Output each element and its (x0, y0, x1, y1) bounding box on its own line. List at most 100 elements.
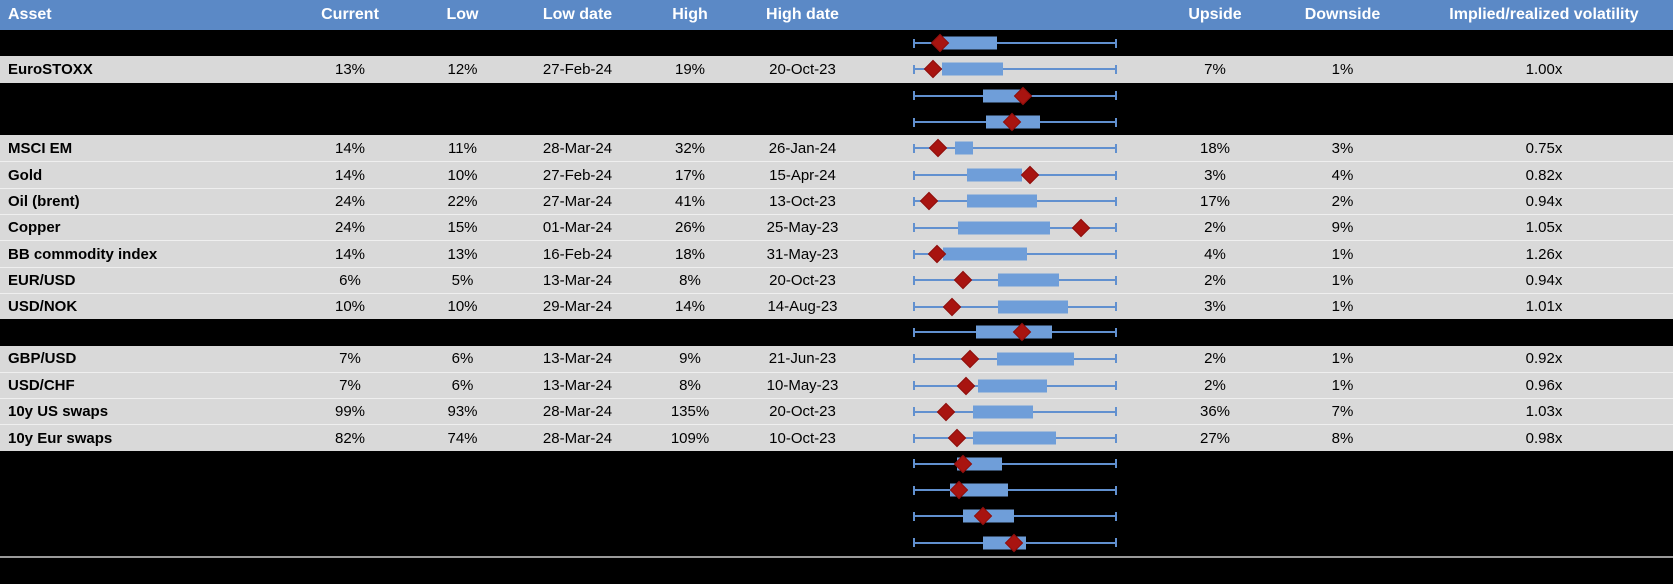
low-date-cell: 28-Mar-24 (542, 403, 613, 421)
implied-cell: 0.98x (1525, 429, 1563, 447)
table-row: USD/CHF 7% 6% 13-Mar-24 8% 10-May-23 2% 1% 0.96x (0, 371, 1673, 399)
downside-cell: 1% (1331, 60, 1354, 78)
high-date-cell: 25-May-23 (766, 219, 839, 237)
interquartile-box (972, 405, 1033, 419)
header-low-date: Low date (542, 6, 613, 23)
current-cell: 82% (334, 429, 366, 447)
upside-cell: 7% (1204, 60, 1226, 78)
asset-cell: USD/CHF (8, 377, 75, 394)
whisker-cap-left (913, 381, 915, 390)
whisker-cap-left (913, 511, 915, 521)
implied-cell: 0.75x (1525, 139, 1563, 157)
whisker-cap-right (1115, 275, 1117, 285)
upside-cell: 3% (1204, 166, 1226, 184)
whisker-cap-right (1115, 511, 1117, 521)
table-row: Oil (brent) 24% 22% 27-Mar-24 41% 13-Oct-23 17… (0, 187, 1673, 215)
high-cell: 8% (679, 271, 701, 289)
low-date-cell: 16-Feb-24 (542, 245, 613, 263)
table-row: BB commodity index 14% 13% 16-Feb-24 18% 31-M… (0, 240, 1673, 267)
upside-cell: 27% (1199, 429, 1231, 447)
upside-cell: 36% (1199, 403, 1231, 421)
table-row-redacted (0, 319, 1673, 346)
downside-cell: 8% (1331, 429, 1354, 447)
implied-cell: 1.01x (1525, 298, 1563, 316)
low-date-cell: 27-Feb-24 (542, 60, 613, 78)
low-date-cell: 28-Mar-24 (542, 139, 613, 157)
table-header-row: Asset Current Low Low date High High dat… (0, 0, 1673, 30)
whisker-cap-left (913, 91, 915, 101)
low-cell: 10% (447, 298, 478, 316)
high-cell: 14% (674, 298, 706, 316)
whisker-cap-left (913, 117, 915, 127)
low-cell: 10% (447, 166, 478, 184)
table-row-redacted (0, 503, 1673, 530)
whisker-line (913, 42, 1117, 45)
current-marker-diamond (960, 349, 980, 368)
downside-cell: 1% (1331, 298, 1354, 316)
high-date-cell: 15-Apr-24 (769, 166, 836, 184)
asset-cell: 10y US swaps (8, 403, 109, 421)
downside-cell: 1% (1331, 350, 1354, 368)
current-marker-diamond (1020, 165, 1040, 185)
interquartile-box (942, 247, 1028, 261)
whisker-cap-right (1115, 381, 1117, 390)
whisker-cap-left (913, 485, 915, 495)
low-cell: 5% (451, 271, 474, 289)
high-date-cell: 14-Aug-23 (767, 298, 838, 316)
table-row-redacted (0, 477, 1673, 504)
interquartile-box (998, 300, 1069, 314)
implied-cell: 0.82x (1525, 166, 1563, 184)
asset-cell: EUR/USD (8, 271, 76, 289)
low-cell: 13% (447, 245, 478, 263)
low-date-cell: 13-Mar-24 (542, 377, 613, 394)
current-cell: 6% (339, 271, 361, 289)
downside-cell: 1% (1331, 245, 1354, 263)
implied-cell: 0.92x (1525, 350, 1563, 368)
high-date-cell: 31-May-23 (766, 245, 839, 263)
whisker-cap-right (1115, 302, 1117, 312)
whisker-cap-right (1115, 64, 1117, 74)
current-cell: 99% (334, 403, 366, 421)
table-row: 10y Eur swaps 82% 74% 28-Mar-24 109% 10-Oct-2… (0, 424, 1673, 451)
low-cell: 22% (447, 192, 478, 210)
upside-cell: 2% (1204, 350, 1226, 368)
current-cell: 24% (334, 219, 366, 237)
high-cell: 19% (674, 60, 706, 78)
whisker-cap-left (913, 433, 915, 443)
whisker-cap-left (913, 64, 915, 74)
interquartile-box (967, 168, 1022, 182)
implied-cell: 1.03x (1525, 403, 1563, 421)
high-cell: 26% (674, 219, 706, 237)
table-row: Gold 14% 10% 27-Feb-24 17% 15-Apr-24 3% 4% 0.82x (0, 161, 1673, 188)
whisker-cap-left (913, 223, 915, 233)
header-high: High (672, 6, 708, 23)
whisker-cap-right (1115, 538, 1117, 548)
table-row: Copper 24% 15% 01-Mar-24 26% 25-May-23 2% 9% 1.0… (0, 214, 1673, 241)
interquartile-box (978, 379, 1047, 392)
current-cell: 14% (334, 166, 366, 184)
interquartile-box (972, 431, 1056, 445)
whisker-cap-right (1115, 433, 1117, 443)
upside-cell: 2% (1204, 219, 1226, 237)
current-cell: 7% (339, 377, 361, 394)
table-row: USD/NOK 10% 10% 29-Mar-24 14% 14-Aug-23 3% 1% 1.… (0, 292, 1673, 320)
high-cell: 8% (679, 377, 701, 394)
high-date-cell: 26-Jan-24 (768, 139, 837, 157)
interquartile-box (998, 273, 1060, 287)
current-cell: 13% (334, 60, 366, 78)
footer-divider-line (0, 556, 1673, 558)
high-date-cell: 13-Oct-23 (769, 192, 836, 210)
low-date-cell: 01-Mar-24 (542, 219, 613, 237)
whisker-cap-right (1115, 459, 1117, 469)
downside-cell: 9% (1331, 219, 1354, 237)
whisker-cap-left (913, 327, 915, 337)
current-marker-diamond (956, 376, 976, 395)
whisker-cap-left (913, 407, 915, 417)
interquartile-box (982, 89, 1022, 103)
whisker-line (913, 489, 1117, 492)
asset-cell: Gold (8, 166, 43, 184)
table-row: 10y US swaps 99% 93% 28-Mar-24 135% 20-Oct-23… (0, 398, 1673, 425)
high-date-cell: 20-Oct-23 (769, 60, 836, 78)
implied-cell: 0.94x (1525, 271, 1563, 289)
whisker-line (913, 147, 1117, 150)
